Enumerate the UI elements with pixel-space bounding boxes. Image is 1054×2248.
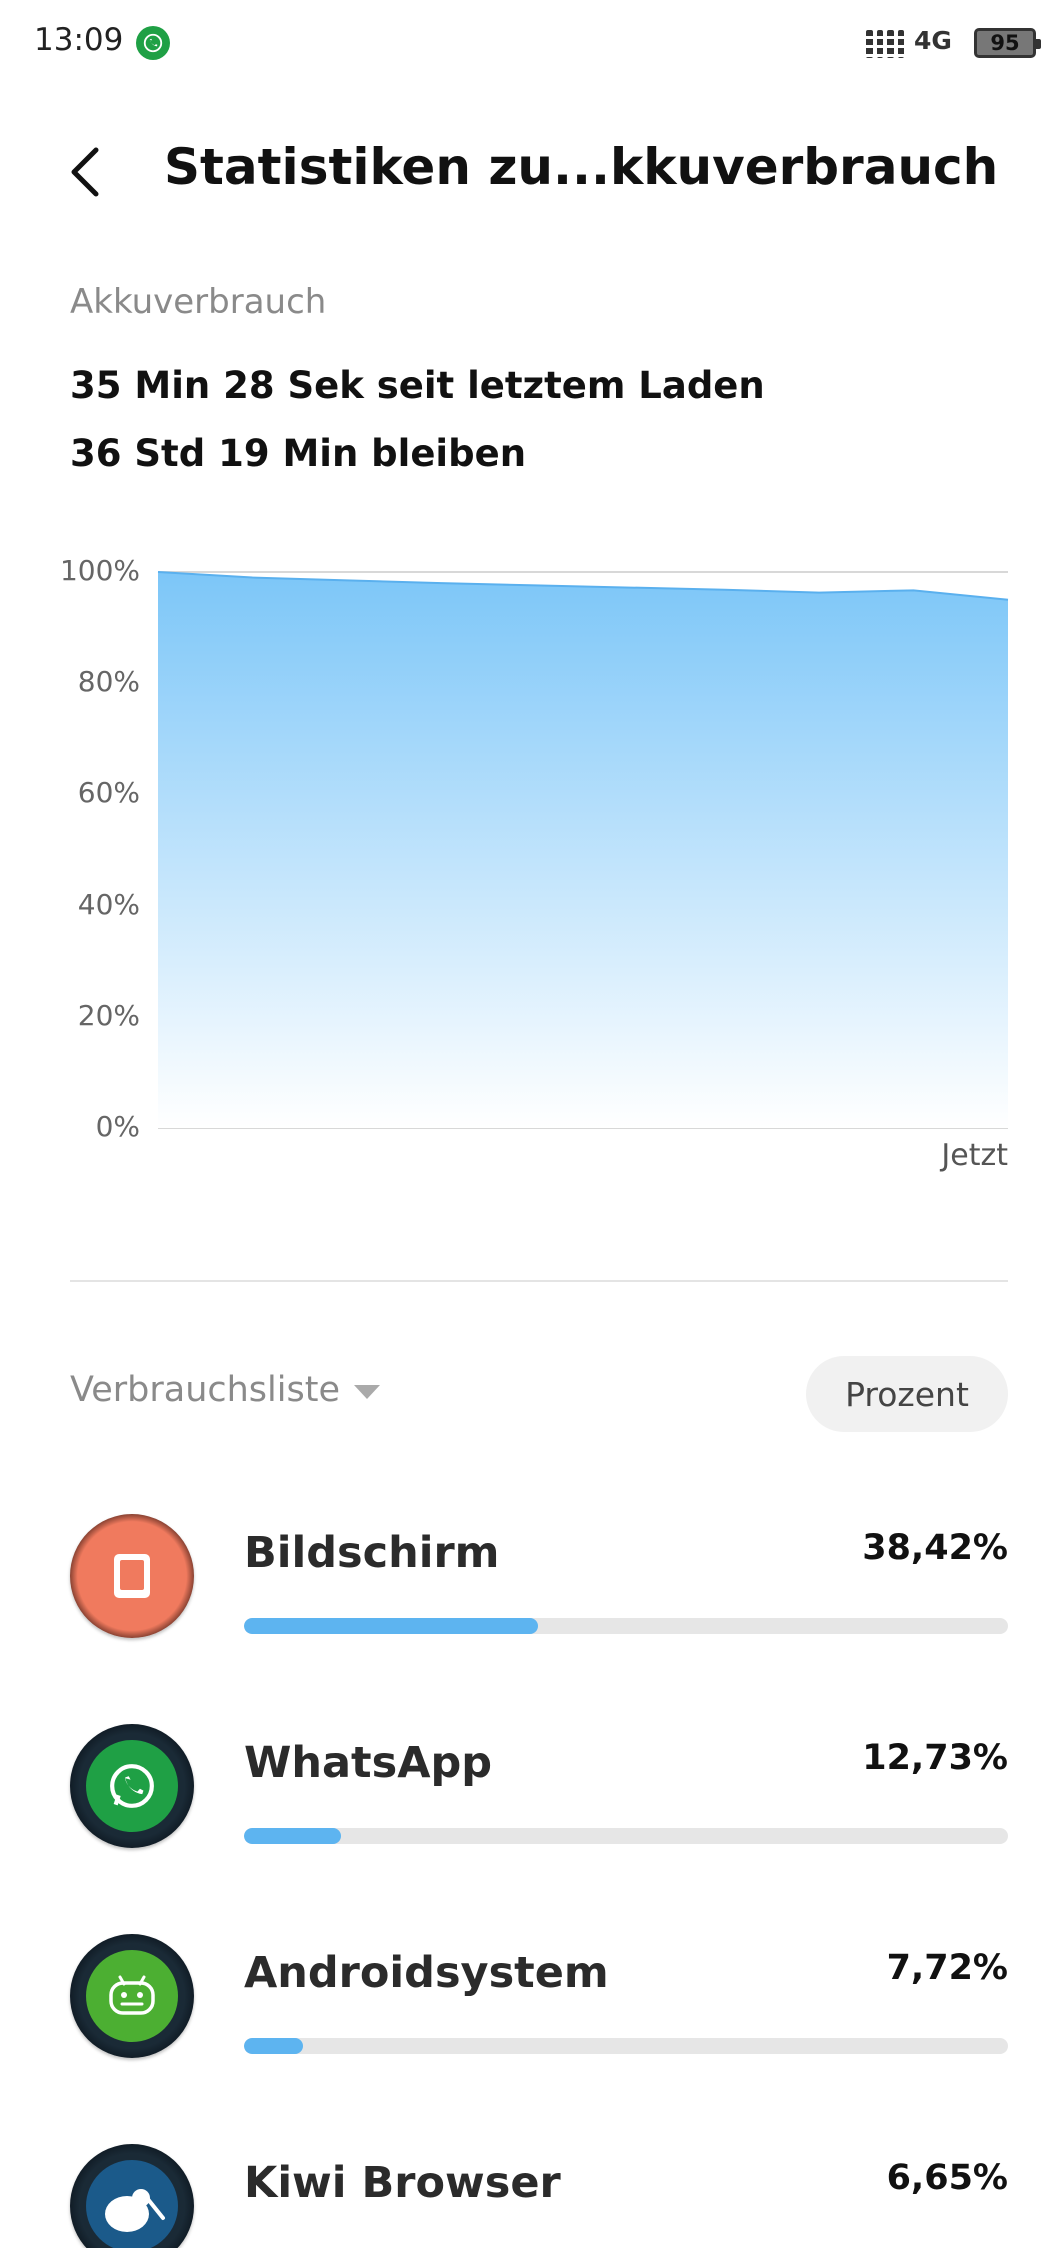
y-tick-label: 20%: [77, 998, 140, 1032]
y-tick-label: 100%: [59, 554, 140, 587]
battery-icon: 95: [974, 28, 1041, 58]
usage-bar-fill: [244, 2038, 303, 2054]
dropdown-label: Verbrauchsliste: [70, 1370, 340, 1410]
list-header: Verbrauchsliste Prozent: [70, 1356, 1008, 1432]
section-label: Akkuverbrauch: [70, 282, 327, 322]
y-tick-label: 60%: [77, 776, 140, 810]
app-header: Statistiken zu...kkuverbrauch: [0, 110, 1054, 230]
app-name: WhatsApp: [244, 1738, 493, 1788]
app-percent: 7,72%: [886, 1948, 1008, 1988]
y-tick-label: 80%: [77, 665, 140, 699]
network-type: 4G: [914, 26, 952, 55]
list-item-whatsapp[interactable]: WhatsApp 12,73%: [70, 1724, 1008, 1894]
time-since-charge: 35 Min 28 Sek seit letztem Laden: [70, 364, 765, 407]
page-title: Statistiken zu...kkuverbrauch: [164, 138, 999, 196]
y-tick-label: 40%: [77, 887, 140, 921]
usage-bar: [244, 1618, 1008, 1634]
y-tick-label: 0%: [95, 1110, 140, 1143]
battery-chart: 100% 80% 60% 40% 20% 0% Jetzt: [0, 540, 1054, 1180]
usage-bar-fill: [244, 1618, 538, 1634]
battery-chart-svg: [157, 571, 1009, 1129]
back-button[interactable]: [62, 142, 112, 202]
status-bar: 13:09 4G 95: [0, 0, 1054, 86]
list-item-androidsystem[interactable]: Androidsystem 7,72%: [70, 1934, 1008, 2104]
signal-icon: [866, 30, 904, 60]
usage-bar-fill: [244, 1828, 342, 1844]
battery-line: [157, 571, 1009, 601]
chevron-left-icon: [71, 147, 99, 197]
app-name: Bildschirm: [244, 1528, 500, 1578]
app-name: Kiwi Browser: [244, 2158, 561, 2208]
app-percent: 6,65%: [886, 2158, 1008, 2198]
x-tick-label: Jetzt: [941, 1138, 1008, 1173]
time-remaining: 36 Std 19 Min bleiben: [70, 432, 527, 475]
whatsapp-icon: [70, 1724, 194, 1848]
percent-toggle-button[interactable]: Prozent: [806, 1356, 1008, 1432]
divider: [70, 1280, 1008, 1282]
battery-level: 95: [990, 31, 1020, 55]
status-time: 13:09: [34, 22, 124, 58]
list-item-kiwi-browser[interactable]: Kiwi Browser 6,65%: [70, 2144, 1008, 2248]
app-percent: 12,73%: [862, 1738, 1008, 1778]
list-item-bildschirm[interactable]: Bildschirm 38,42%: [70, 1514, 1008, 1684]
usage-list-dropdown[interactable]: Verbrauchsliste: [70, 1370, 380, 1410]
whatsapp-icon: [136, 26, 170, 60]
usage-bar: [244, 2038, 1008, 2054]
usage-bar: [244, 1828, 1008, 1844]
android-icon: [70, 1934, 194, 2058]
caret-down-icon: [354, 1385, 380, 1399]
app-percent: 38,42%: [862, 1528, 1008, 1568]
battery-area: [158, 572, 1008, 1128]
screen-icon: [70, 1514, 194, 1638]
app-name: Androidsystem: [244, 1948, 609, 1998]
kiwi-browser-icon: [70, 2144, 194, 2248]
